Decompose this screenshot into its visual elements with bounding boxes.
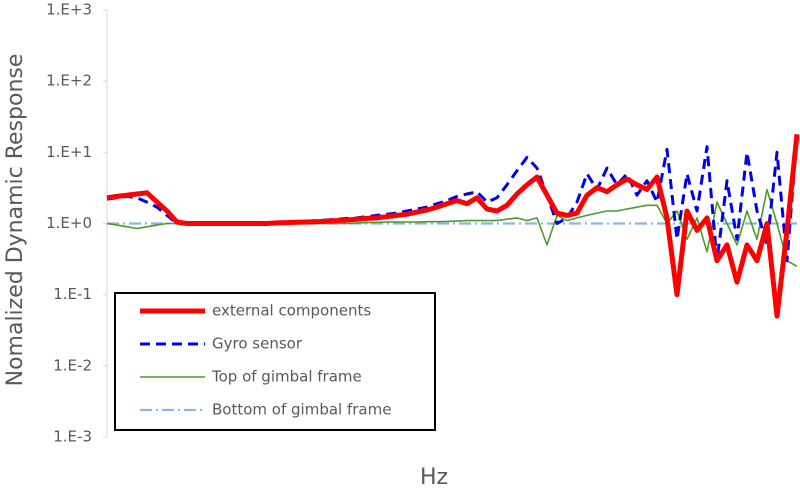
- y-tick-label: 1.E+0: [46, 214, 92, 232]
- y-tick-label: 1.E+1: [46, 143, 92, 161]
- plot-area: [106, 133, 800, 319]
- series-line: [106, 135, 799, 263]
- legend-label: Gyro sensor: [212, 335, 303, 353]
- x-axis-title: Hz: [420, 465, 448, 490]
- legend-label: Bottom of gimbal frame: [212, 401, 391, 419]
- legend-label: Top of gimbal frame: [211, 368, 362, 386]
- series-line: [106, 133, 800, 319]
- legend-box: [114, 292, 436, 431]
- legend: external components Gyro sensor Top of gim…: [114, 292, 436, 431]
- y-tick-label: 1.E-1: [53, 285, 92, 303]
- legend-label: external components: [212, 302, 371, 320]
- y-tick-label: 1.E+3: [46, 1, 92, 19]
- y-tick-label: 1.E+2: [46, 72, 92, 90]
- y-tick-label: 1.E-2: [53, 356, 92, 374]
- y-axis-title: Nomalized Dynamic Response: [3, 54, 28, 387]
- y-tick-label: 1.E-3: [53, 428, 92, 446]
